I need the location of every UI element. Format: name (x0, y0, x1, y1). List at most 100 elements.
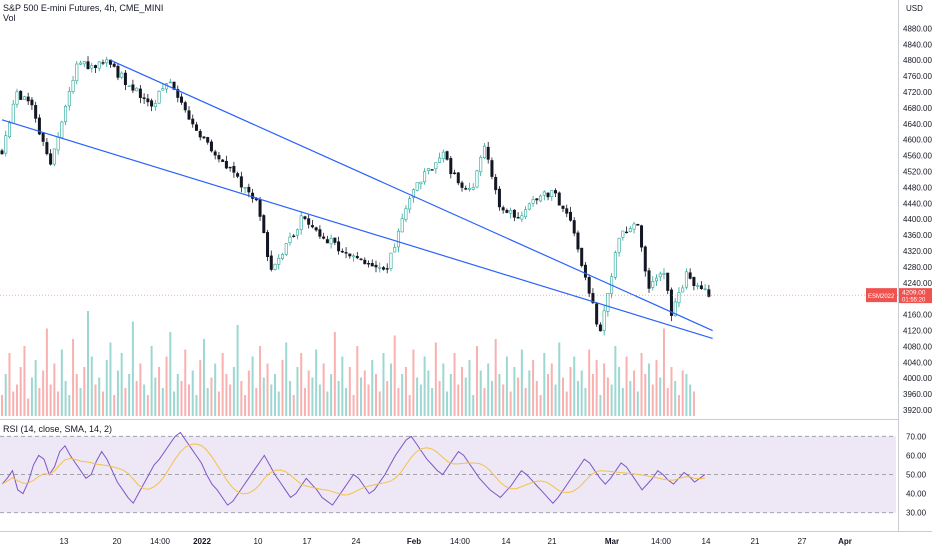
candle-body (527, 203, 531, 210)
volume-bar (30, 377, 33, 416)
volume-bar (143, 384, 146, 416)
candle-body (206, 137, 210, 143)
volume-bar (550, 363, 553, 416)
candle-body (333, 237, 337, 243)
candle-body (348, 253, 352, 257)
price-tick-label: 4560.00 (903, 152, 932, 161)
volume-bar (513, 367, 516, 416)
candle-body (90, 65, 94, 69)
volume-bar (236, 325, 239, 416)
price-tick-label: 3920.00 (903, 406, 932, 415)
candle-body (86, 61, 90, 70)
volume-bar (375, 374, 377, 416)
last-price-tag (899, 288, 932, 304)
volume-bar (386, 381, 389, 416)
volume-bar (603, 363, 606, 416)
price-tick-label: 4360.00 (903, 231, 932, 240)
volume-bar (251, 356, 254, 416)
volume-bar (685, 374, 688, 416)
candle-body (251, 192, 255, 199)
candle-body (381, 267, 385, 270)
rsi-tick-label: 50.00 (906, 471, 927, 480)
volume-bar (180, 381, 183, 416)
candle-body (157, 90, 161, 104)
candle-body (441, 151, 445, 159)
last-price-countdown: 01:55:20 (902, 298, 926, 304)
candle-body (669, 289, 673, 316)
volume-bar (83, 367, 86, 416)
candle-body (183, 102, 187, 111)
volume-bar (217, 391, 220, 416)
volume-bar (202, 339, 205, 416)
candle-body (269, 255, 273, 270)
volume-bar (225, 374, 228, 416)
volume-bar (464, 377, 467, 416)
volume-bar (199, 360, 202, 416)
volume-bar (98, 377, 101, 416)
candle-body (280, 254, 284, 259)
volume-bar (206, 388, 209, 416)
volume-bar (666, 388, 669, 416)
candle-body (453, 172, 457, 174)
candle-body (299, 215, 303, 230)
candle-body (520, 215, 524, 220)
price-tick-label: 4440.00 (903, 199, 932, 208)
volume-bar (352, 395, 355, 416)
volume-bar (221, 353, 224, 416)
time-tick-label: Apr (838, 537, 852, 546)
candle-body (707, 289, 711, 297)
candle-body (228, 166, 232, 169)
volume-bar (23, 346, 26, 416)
candle-body (221, 159, 225, 162)
volume-bar (453, 353, 456, 416)
candle-body (636, 223, 640, 226)
channel-lower-line[interactable] (1, 119, 713, 340)
candle-body (52, 148, 56, 165)
price-tick-label: 4320.00 (903, 247, 932, 256)
candle-body (699, 285, 703, 289)
candle-body (486, 146, 490, 160)
volume-bar (576, 381, 579, 416)
candle-body (419, 181, 423, 185)
candle-body (367, 263, 371, 265)
volume-bar (15, 384, 18, 416)
price-tick-label: 4760.00 (903, 72, 932, 81)
price-tick-label: 4280.00 (903, 263, 932, 272)
price-tick-label: 4000.00 (903, 374, 932, 383)
volume-bar (393, 335, 396, 416)
candle-body (613, 252, 617, 278)
candle-body (370, 263, 374, 267)
volume-bar (389, 363, 392, 416)
time-tick-label: 10 (254, 537, 263, 546)
volume-bar (591, 374, 594, 416)
candle-body (598, 324, 602, 332)
candle-body (71, 80, 75, 92)
volume-bar (229, 384, 232, 416)
channel-upper-line[interactable] (110, 59, 713, 332)
volume-bar (244, 395, 247, 416)
volume-bar (60, 349, 63, 416)
volume-bar (19, 367, 22, 416)
candle-body (389, 252, 393, 269)
candle-body (651, 280, 655, 288)
volume-bar (322, 363, 325, 416)
volume-bar (502, 384, 505, 416)
volume-bar (360, 377, 363, 416)
candle-body (576, 232, 580, 250)
volume-bar (431, 388, 434, 416)
candle-body (625, 231, 629, 234)
volume-bar (326, 391, 329, 416)
candle-body (464, 188, 468, 190)
candle-body (688, 272, 692, 279)
price-tick-label: 4880.00 (903, 24, 932, 33)
candle-body (565, 208, 569, 214)
candle-body (108, 59, 112, 65)
volume-bar (625, 356, 628, 416)
candle-body (677, 292, 681, 304)
time-tick-label: 14 (702, 537, 711, 546)
candle-body (666, 272, 670, 291)
candle-body (681, 287, 685, 293)
candle-body (542, 191, 546, 196)
volume-bar (139, 363, 142, 416)
